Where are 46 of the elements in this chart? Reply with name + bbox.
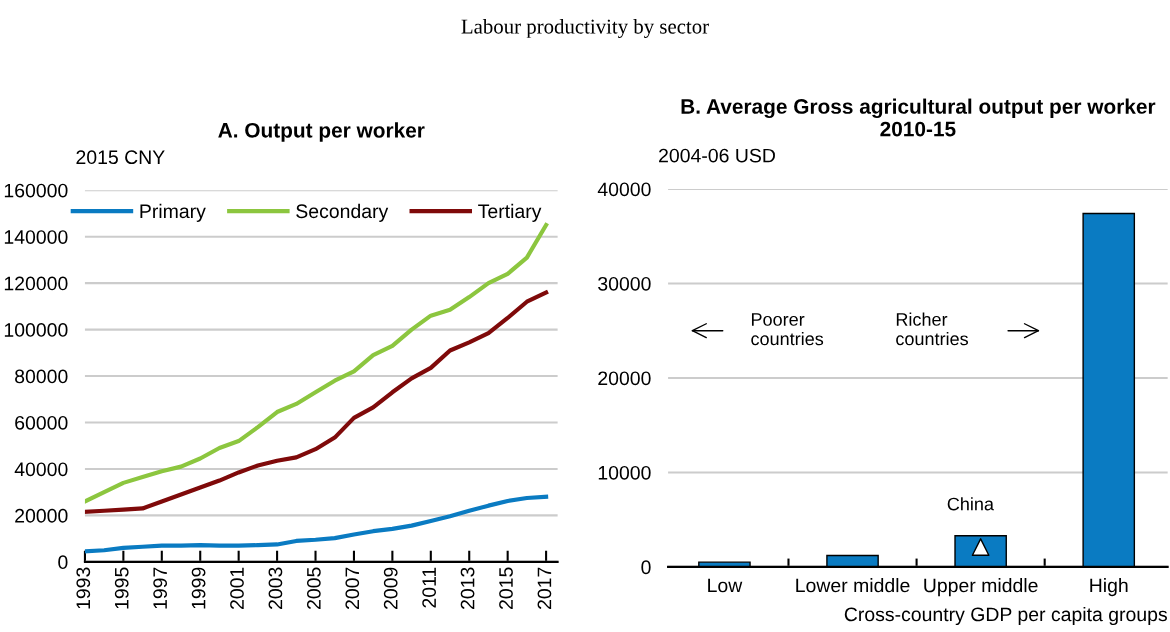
y-tick-label: 160000 [4,183,68,198]
y-axis-title: 2015 CNY [76,150,165,165]
x-tick-label: 2015 [499,567,513,609]
y-tick-label: 0 [58,555,68,570]
y-tick-label: 30000 [598,276,651,291]
x-tick-label: 2011 [422,567,437,608]
x-tick-label: Upper middle [924,578,1038,597]
x-tick-label: 2017 [537,567,552,609]
annotation: Poorer countries [751,313,824,346]
y-tick-label: 120000 [4,276,68,291]
chart-title: A. Output per worker [218,122,425,142]
x-tick-label: 2013 [460,567,475,609]
legend-label: Primary [140,203,206,222]
x-tick-label: 2005 [306,567,321,609]
y-tick-label: 140000 [4,230,68,244]
y-tick-label: 20000 [15,508,68,523]
line-series [84,290,549,514]
chart-title: B. Average Gross agricultural output per worker 2010-15 [681,98,1156,137]
x-axis-title: Cross-country GDP per capita groups [844,606,1167,626]
x-tick-label: Low [708,578,743,593]
y-tick-label: 80000 [15,369,68,384]
line-series [84,222,549,504]
series-label: China [947,497,994,511]
x-tick-label: 2003 [268,567,283,609]
y-tick-label: 40000 [597,182,651,197]
x-tick-label: Lower middle [796,578,910,593]
x-tick-label: 1999 [191,567,206,609]
y-tick-label: 100000 [4,323,68,337]
x-tick-label: 1993 [76,567,91,609]
y-tick-label: 20000 [598,371,651,386]
y-tick-label: 10000 [598,465,651,480]
x-tick-label: High [1090,578,1128,597]
line-series [84,494,549,554]
legend-label: Tertiary [478,203,542,222]
x-tick-label: 1995 [114,567,129,609]
y-axis-title: 2004-06 USD [659,148,775,163]
x-tick-label: 2009 [383,567,398,609]
legend-label: Secondary [296,203,389,222]
y-tick-label: 40000 [14,462,68,477]
y-tick-label: 60000 [15,415,68,430]
text: Labour productivity by sector [461,18,709,38]
x-tick-label: 1997 [153,567,168,609]
y-tick-label: 0 [641,560,651,575]
x-tick-label: 2001 [230,567,244,609]
annotation: Richer countries [896,312,968,346]
x-tick-label: 2007 [345,567,360,609]
